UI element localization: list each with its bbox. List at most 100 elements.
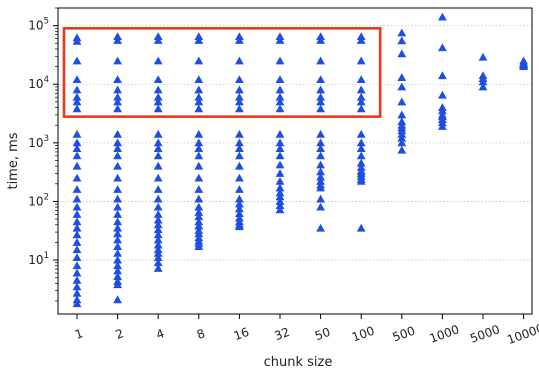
data-point xyxy=(275,92,285,101)
data-point xyxy=(275,138,285,147)
data-point xyxy=(356,35,366,44)
data-point xyxy=(438,122,447,130)
data-point xyxy=(397,82,407,91)
data-point xyxy=(316,223,325,232)
data-point xyxy=(113,255,122,264)
data-point xyxy=(316,160,325,169)
x-tick-label: 5000 xyxy=(468,322,501,346)
data-point xyxy=(113,185,122,193)
data-point xyxy=(356,158,366,167)
data-point xyxy=(235,129,244,138)
data-point xyxy=(397,138,407,147)
data-point xyxy=(113,242,122,250)
data-point xyxy=(113,161,122,170)
data-point xyxy=(194,173,204,182)
data-point xyxy=(397,49,407,58)
data-point xyxy=(316,35,325,44)
data-point xyxy=(153,215,163,224)
data-point xyxy=(356,144,366,152)
data-point xyxy=(235,104,244,113)
data-point xyxy=(153,97,163,106)
data-point xyxy=(72,210,82,218)
data-point xyxy=(72,144,82,152)
data-point xyxy=(438,12,447,21)
data-point xyxy=(153,161,163,170)
data-point xyxy=(72,275,82,284)
data-point xyxy=(153,104,163,113)
data-point xyxy=(113,261,122,270)
data-point xyxy=(113,280,122,289)
data-point xyxy=(194,229,204,238)
plot-frame xyxy=(57,7,533,315)
x-tick-label: 8 xyxy=(195,326,207,342)
data-point xyxy=(397,73,407,81)
data-point xyxy=(113,229,122,238)
data-point xyxy=(113,97,122,106)
x-axis: 1 2 4 8 16 32 50 100 500 1000 5000 10000 xyxy=(73,314,539,347)
data-point xyxy=(194,97,204,106)
data-point xyxy=(72,245,82,254)
data-point xyxy=(356,223,366,232)
data-point xyxy=(113,217,122,226)
data-point xyxy=(72,299,82,308)
data-point xyxy=(194,221,204,230)
x-tick-label: 16 xyxy=(232,325,251,343)
data-point xyxy=(194,35,204,44)
data-point xyxy=(72,129,82,138)
data-point xyxy=(113,235,122,244)
x-axis-label: chunk size xyxy=(264,355,333,370)
data-point xyxy=(113,151,122,160)
data-point xyxy=(153,264,163,272)
data-point xyxy=(113,75,122,84)
data-point xyxy=(113,272,122,281)
data-point xyxy=(519,62,528,71)
data-point xyxy=(438,43,447,52)
data-point xyxy=(153,144,163,152)
data-point xyxy=(356,97,366,106)
data-point xyxy=(113,173,122,182)
x-tick-label: 4 xyxy=(154,326,166,342)
data-point xyxy=(194,92,204,101)
data-point xyxy=(235,194,244,203)
data-point xyxy=(397,133,407,142)
data-point xyxy=(316,172,325,181)
data-point xyxy=(478,82,488,91)
data-point xyxy=(113,248,122,257)
data-point xyxy=(397,28,407,37)
data-point xyxy=(113,266,122,275)
data-point xyxy=(397,129,407,138)
data-point xyxy=(113,202,122,211)
data-point xyxy=(275,56,285,65)
data-point xyxy=(316,75,325,84)
data-point xyxy=(356,138,366,147)
data-point xyxy=(235,97,244,106)
data-point xyxy=(316,138,325,147)
data-point xyxy=(153,194,163,203)
data-point xyxy=(478,52,488,61)
data-point xyxy=(235,161,244,170)
data-point xyxy=(235,222,244,231)
data-point xyxy=(72,217,82,226)
data-point xyxy=(235,151,244,160)
data-point xyxy=(275,192,285,201)
data-point xyxy=(275,104,285,113)
data-point xyxy=(275,75,285,84)
data-point xyxy=(356,176,366,185)
data-point xyxy=(275,188,285,197)
data-point xyxy=(153,240,163,249)
data-point xyxy=(153,138,163,147)
data-point xyxy=(194,75,204,84)
data-point xyxy=(235,144,244,152)
data-point xyxy=(153,173,163,182)
data-point xyxy=(72,97,82,106)
data-point xyxy=(113,210,122,218)
data-point xyxy=(397,145,407,154)
data-point xyxy=(316,194,325,203)
data-point xyxy=(316,56,325,65)
data-point xyxy=(194,104,204,113)
data-point xyxy=(275,176,285,185)
data-point xyxy=(356,104,366,113)
data-point xyxy=(72,230,82,239)
data-point xyxy=(275,97,285,106)
x-tick-label: 100 xyxy=(350,324,376,345)
